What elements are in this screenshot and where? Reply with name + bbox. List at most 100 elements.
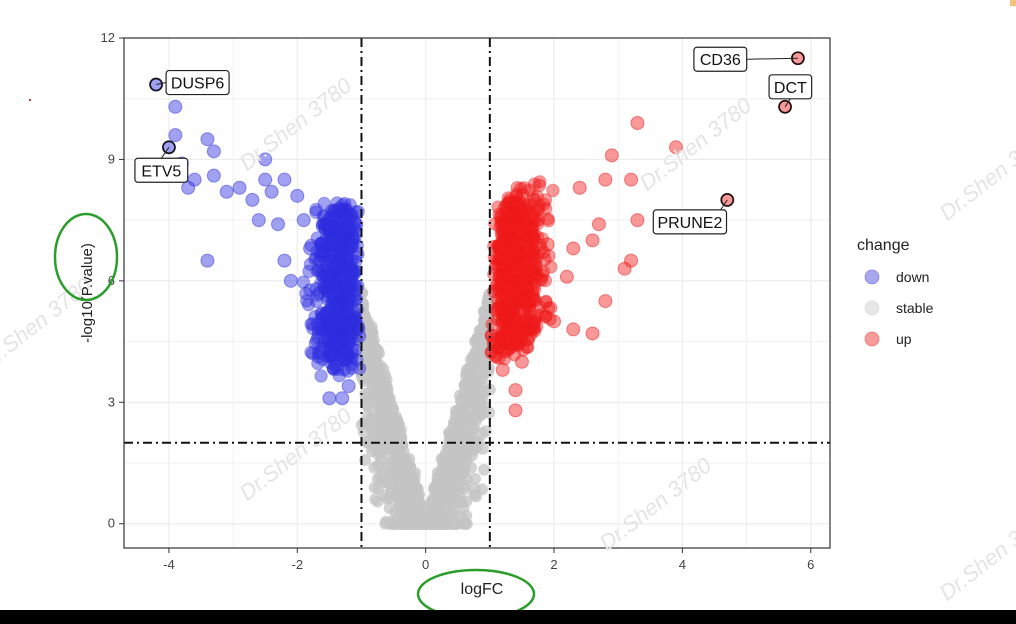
point-down	[350, 353, 364, 367]
point-down	[326, 221, 340, 235]
point-down	[315, 249, 330, 263]
point-stable	[475, 427, 488, 440]
point-down	[321, 245, 335, 259]
point-down	[334, 225, 349, 239]
point-up	[501, 207, 515, 222]
point-down	[345, 253, 359, 268]
point-up	[566, 322, 581, 337]
point-up	[525, 220, 540, 235]
point-down	[328, 310, 342, 325]
point-down	[320, 292, 335, 306]
point-up	[521, 332, 536, 347]
point-up	[530, 217, 545, 231]
point-up	[492, 238, 506, 253]
point-down	[315, 236, 329, 250]
point-down	[339, 342, 354, 357]
point-down	[349, 313, 363, 327]
point-up	[506, 302, 520, 316]
point-up	[532, 198, 546, 213]
point-up	[506, 249, 520, 263]
point-up	[502, 244, 516, 259]
point-up	[533, 238, 547, 252]
legend-title: change	[857, 237, 910, 254]
point-up	[509, 333, 524, 348]
point-up	[525, 208, 540, 222]
point-up	[504, 271, 518, 285]
point-up	[507, 205, 522, 219]
point-up	[521, 231, 535, 246]
bottom-bar	[0, 610, 1016, 624]
point-down	[232, 180, 247, 195]
point-down	[322, 324, 336, 338]
point-down	[251, 213, 266, 228]
legend-label-up: up	[896, 331, 912, 347]
point-down	[309, 205, 323, 219]
point-up	[498, 345, 513, 359]
point-down	[341, 333, 355, 347]
point-down	[334, 246, 349, 261]
point-up	[526, 259, 541, 273]
label-box	[134, 157, 189, 183]
point-up	[513, 227, 527, 242]
point-up	[520, 280, 535, 295]
point-up	[517, 306, 532, 320]
highlighted-point	[778, 100, 792, 114]
point-down	[341, 259, 355, 273]
point-down	[318, 239, 333, 254]
point-down	[325, 273, 339, 287]
point-up	[511, 222, 526, 236]
point-down	[345, 361, 359, 375]
point-down	[322, 249, 337, 263]
point-up	[525, 218, 539, 233]
point-up	[498, 235, 513, 250]
point-down	[342, 220, 356, 234]
point-up	[507, 284, 521, 298]
point-down	[296, 275, 311, 289]
point-down	[325, 320, 340, 334]
point-up	[503, 210, 518, 224]
point-up	[522, 322, 536, 336]
label-leader-line	[784, 98, 791, 108]
point-up	[492, 298, 507, 313]
point-up	[523, 221, 537, 235]
point-down	[318, 280, 332, 294]
point-down	[343, 273, 357, 288]
point-down	[334, 223, 348, 238]
point-up	[515, 284, 530, 298]
point-up	[509, 314, 523, 328]
watermark-text: Dr.Shen 3780	[235, 402, 357, 505]
point-up	[522, 321, 537, 336]
point-down	[329, 321, 344, 336]
point-up	[509, 243, 524, 257]
point-up	[525, 249, 540, 263]
point-down	[331, 340, 345, 355]
point-down	[310, 244, 324, 258]
point-down	[337, 276, 352, 290]
point-up	[494, 287, 508, 302]
point-down	[334, 228, 349, 243]
point-down	[348, 314, 363, 329]
point-down	[339, 295, 353, 309]
point-up	[508, 204, 523, 218]
point-down	[333, 248, 347, 262]
point-up	[504, 284, 519, 298]
point-up	[535, 307, 549, 321]
point-up	[490, 282, 505, 296]
point-up	[544, 301, 558, 315]
point-down	[329, 237, 344, 252]
point-down	[316, 277, 331, 291]
point-down	[347, 325, 362, 340]
point-up	[506, 218, 520, 232]
gene-labels: DUSP6 ETV5 CD36 DCT PRUNE2	[134, 46, 813, 235]
point-down	[321, 259, 336, 273]
point-up	[500, 308, 514, 322]
point-up	[521, 340, 535, 354]
point-stable	[479, 306, 492, 319]
point-up	[500, 318, 515, 332]
point-down	[321, 306, 335, 321]
point-up	[495, 284, 510, 298]
point-up	[521, 315, 536, 329]
point-up	[503, 226, 517, 240]
point-down	[314, 276, 328, 290]
